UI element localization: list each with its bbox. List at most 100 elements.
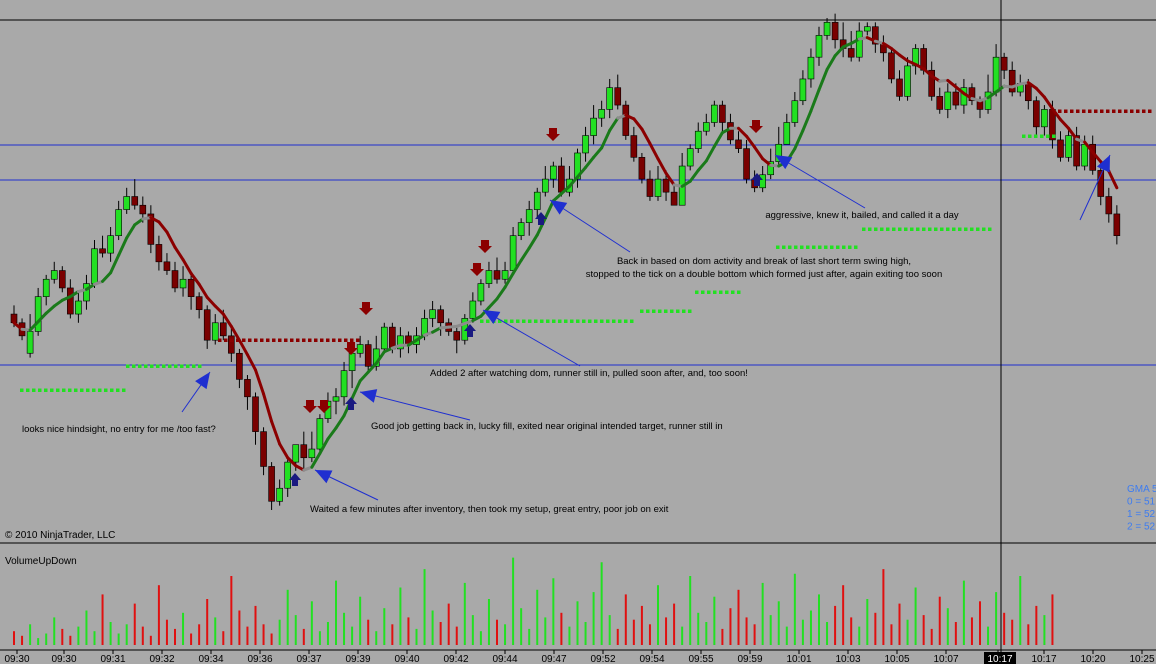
candle-body bbox=[968, 87, 976, 102]
gma-line-segment bbox=[946, 78, 958, 89]
trail-dot bbox=[528, 319, 532, 323]
trail-dot bbox=[344, 338, 348, 342]
trail-dot bbox=[1148, 109, 1152, 113]
trail-dot bbox=[522, 319, 526, 323]
trail-dot bbox=[326, 338, 330, 342]
candle-body bbox=[936, 96, 944, 110]
candle-body bbox=[952, 91, 960, 106]
trail-dot bbox=[970, 227, 974, 231]
gma-line-segment bbox=[28, 320, 40, 332]
trail-dot bbox=[794, 245, 798, 249]
blue-arrow-icon bbox=[483, 310, 501, 325]
trail-dot bbox=[624, 319, 628, 323]
candle-body bbox=[807, 56, 815, 80]
trail-dot bbox=[32, 388, 36, 392]
candle-body bbox=[654, 178, 662, 197]
candle-body bbox=[485, 270, 493, 284]
gma-line-segment bbox=[318, 437, 330, 455]
annotation-pointer bbox=[774, 154, 866, 209]
candle-body bbox=[743, 148, 750, 180]
trail-dot bbox=[498, 319, 502, 323]
volume-panel-label: VolumeUpDown bbox=[5, 556, 77, 567]
trail-dot bbox=[290, 338, 294, 342]
candle-body bbox=[58, 270, 66, 289]
gma-line-segment bbox=[889, 46, 901, 57]
trail-dot bbox=[670, 309, 674, 313]
gma-line-segment bbox=[519, 246, 531, 262]
annotation-text: looks nice hindsight, no entry for me /t… bbox=[22, 424, 216, 435]
gma-line-segment bbox=[1067, 126, 1079, 141]
candle-body bbox=[735, 139, 742, 149]
gma-line-segment bbox=[270, 419, 282, 446]
candle-body bbox=[1113, 213, 1121, 236]
gma-line-segment bbox=[68, 290, 80, 299]
gma-line-segment bbox=[197, 282, 209, 299]
candle-body bbox=[783, 122, 791, 145]
trail-dot bbox=[236, 338, 240, 342]
trail-dot bbox=[922, 227, 926, 231]
trail-dot bbox=[50, 388, 54, 392]
candle-body bbox=[509, 235, 517, 271]
gma-line-segment bbox=[495, 285, 507, 301]
annotation-text: Good job getting back in, lucky fill, ex… bbox=[371, 421, 723, 432]
gma-line-segment bbox=[962, 91, 974, 101]
gma-line-segment bbox=[576, 165, 588, 179]
cursor-time-label: 10:17 bbox=[987, 654, 1012, 664]
trail-dot bbox=[782, 245, 786, 249]
gma-line-segment bbox=[181, 258, 193, 275]
trail-dot bbox=[886, 227, 890, 231]
candle-body bbox=[896, 78, 903, 97]
trail-dot bbox=[600, 319, 604, 323]
trail-dot bbox=[1100, 109, 1104, 113]
candle-body bbox=[622, 104, 630, 136]
trail-dot bbox=[320, 338, 324, 342]
trail-dot bbox=[982, 227, 986, 231]
trail-dot bbox=[332, 338, 336, 342]
gma-line-segment bbox=[680, 179, 692, 188]
down-arrow-icon bbox=[317, 400, 331, 413]
trail-dot bbox=[646, 309, 650, 313]
trail-dot bbox=[830, 245, 834, 249]
candle-body bbox=[517, 222, 525, 236]
candle-body bbox=[67, 287, 74, 315]
gma-line-segment bbox=[173, 245, 185, 262]
candle-body bbox=[525, 209, 533, 223]
trail-dot bbox=[1136, 109, 1140, 113]
annotation-text: Back in based on dom activity and break … bbox=[617, 256, 911, 267]
trail-dot bbox=[68, 388, 72, 392]
x-tick-label: 09:47 bbox=[541, 654, 566, 664]
candle-body bbox=[823, 22, 831, 36]
gma-line-segment bbox=[745, 134, 757, 149]
trail-dot bbox=[812, 245, 816, 249]
candle-body bbox=[767, 161, 775, 176]
x-tick-label: 09:32 bbox=[149, 654, 174, 664]
candle-body bbox=[276, 487, 283, 502]
candle-body bbox=[928, 69, 936, 97]
candle-body bbox=[211, 322, 219, 341]
gma-line-segment bbox=[584, 155, 596, 169]
gma-line-segment bbox=[1091, 150, 1103, 164]
trail-dot bbox=[934, 227, 938, 231]
candle-body bbox=[75, 300, 82, 315]
gma-line-segment bbox=[503, 271, 515, 289]
cursor-time-box bbox=[984, 652, 1016, 664]
trail-dot bbox=[254, 338, 258, 342]
gma-line-segment bbox=[640, 127, 652, 146]
trail-dot bbox=[174, 364, 178, 368]
candle-body bbox=[340, 370, 348, 398]
trail-dot bbox=[652, 309, 656, 313]
gma-line-segment bbox=[559, 184, 571, 196]
trail-dot bbox=[284, 338, 288, 342]
trail-dot bbox=[192, 364, 196, 368]
candle-body bbox=[284, 461, 292, 489]
trail-dot bbox=[156, 364, 160, 368]
trail-dot bbox=[564, 319, 568, 323]
trail-dot bbox=[892, 227, 896, 231]
candle-body bbox=[477, 283, 485, 302]
blue-arrow-icon bbox=[775, 155, 793, 170]
trail-dot bbox=[946, 227, 950, 231]
trail-dot bbox=[862, 227, 866, 231]
gma-line-segment bbox=[262, 392, 274, 423]
candle-body bbox=[356, 344, 364, 354]
trail-dot bbox=[302, 338, 306, 342]
